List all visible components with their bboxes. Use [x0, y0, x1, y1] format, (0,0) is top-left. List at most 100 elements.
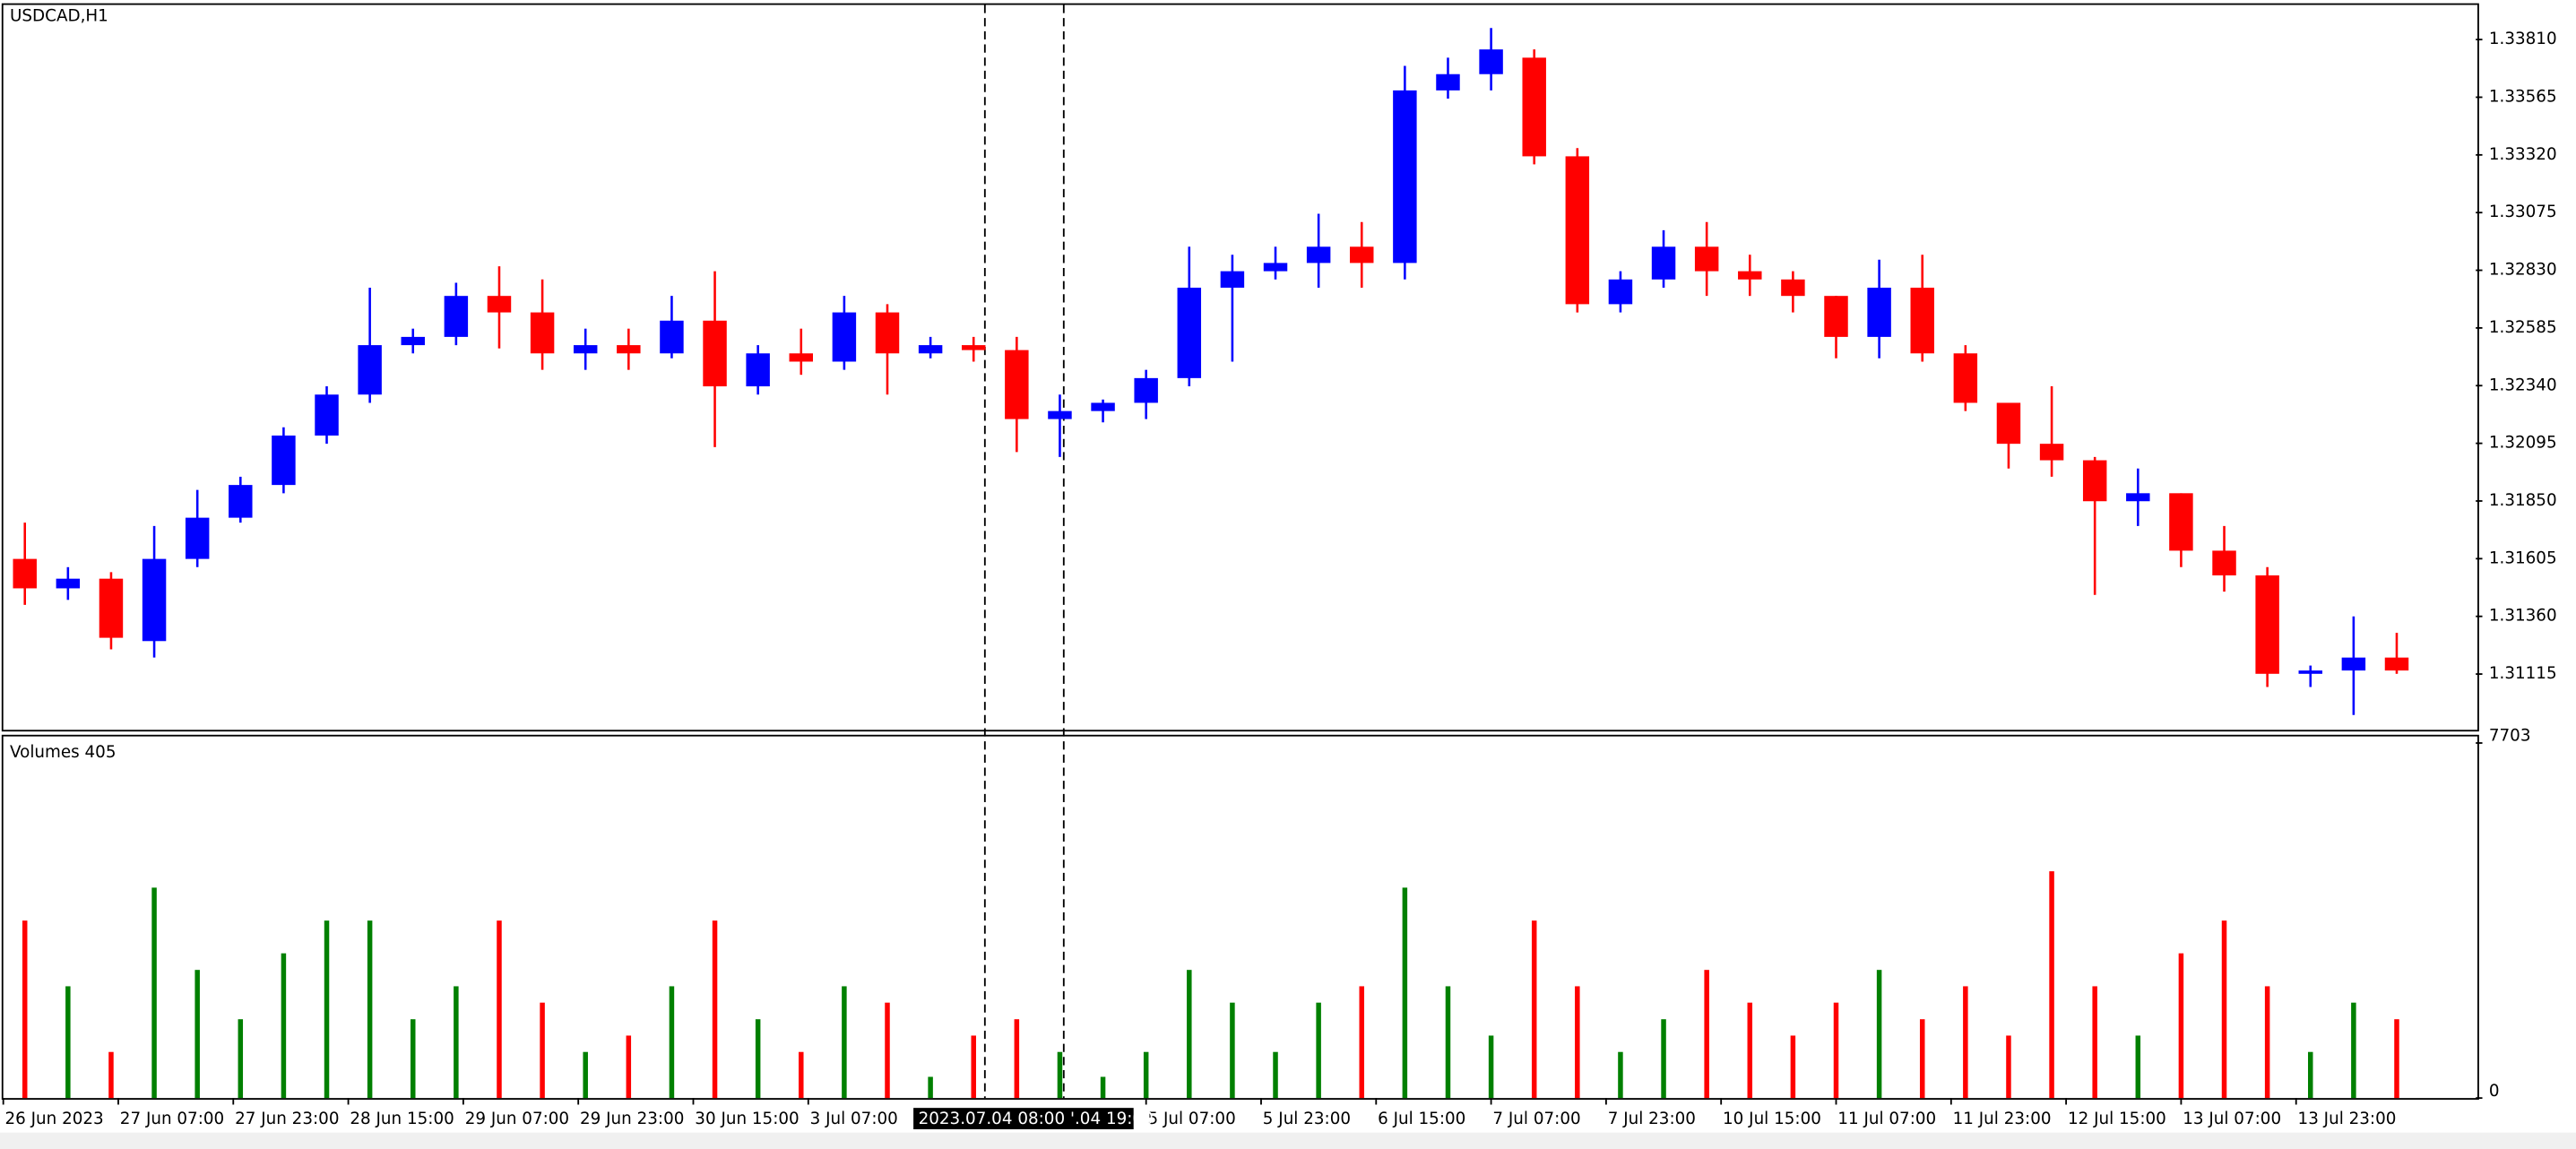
candle-body	[1565, 156, 1590, 305]
y-tick-label: 1.33075	[2489, 203, 2557, 221]
volume-bar	[1359, 986, 1365, 1099]
candle-body	[185, 517, 210, 559]
candle-body	[617, 345, 641, 354]
candle-body	[746, 353, 770, 387]
y2-tick-label: 7703	[2489, 727, 2531, 746]
volume-bar	[2092, 986, 2097, 1099]
volume-bar	[238, 1019, 244, 1099]
candle-body	[272, 435, 296, 486]
candle-body	[487, 296, 512, 313]
volume-bar	[410, 1019, 416, 1099]
volume-bar	[2264, 986, 2270, 1099]
candle-body	[1694, 246, 1719, 272]
candle-body	[315, 394, 339, 436]
volume-bar	[2351, 1002, 2356, 1099]
x-tick-label: 30 Jun 15:00	[695, 1110, 799, 1128]
candle-body	[703, 320, 727, 387]
candle-body	[56, 578, 81, 589]
candle-body	[1436, 73, 1460, 91]
scroll-strip[interactable]	[0, 1132, 2576, 1149]
x-tick-label: 27 Jun 07:00	[120, 1110, 224, 1128]
volume-bar	[755, 1019, 761, 1099]
candle-body	[1522, 57, 1546, 157]
volume-bar	[1230, 1002, 1235, 1099]
x-tick-label: 27 Jun 23:00	[235, 1110, 339, 1128]
candle-body	[1738, 271, 1762, 280]
candle-body	[1824, 296, 1848, 337]
y-tick-label: 1.33320	[2489, 145, 2557, 164]
y-tick-label: 1.32830	[2489, 261, 2557, 280]
x-tick-label: 12 Jul 15:00	[2068, 1110, 2166, 1128]
candle-body	[2039, 444, 2064, 461]
volume-bar	[885, 1002, 890, 1099]
x-tick-label: 29 Jun 23:00	[580, 1110, 684, 1128]
y-tick-label: 1.33810	[2489, 30, 2557, 48]
y-tick-label: 1.33565	[2489, 87, 2557, 106]
candle-body	[832, 312, 857, 362]
candle-body	[358, 345, 382, 395]
candle-body	[2082, 460, 2107, 502]
x-tick-label: 28 Jun 15:00	[350, 1110, 454, 1128]
y-tick-label: 1.31605	[2489, 549, 2557, 567]
volume-bar	[712, 920, 718, 1099]
candle-body	[1393, 90, 1417, 263]
candle-body	[1048, 410, 1072, 419]
x-tick-label: 13 Jul 07:00	[2183, 1110, 2281, 1128]
x-tick-label: 29 Jun 07:00	[465, 1110, 569, 1128]
y-tick-label: 1.32095	[2489, 434, 2557, 453]
cursor-label: 2023.07.04 08:00 '.04 19:00	[919, 1110, 1154, 1128]
x-tick-label: 13 Jul 23:00	[2298, 1110, 2397, 1128]
volume-bar	[1057, 1051, 1063, 1099]
x-tick-label: 26 Jun 2023	[4, 1110, 103, 1128]
x-tick-label: 3 Jul 07:00	[810, 1110, 898, 1128]
candle-body	[229, 485, 253, 518]
candle-body	[1263, 263, 1288, 272]
candle-body	[660, 320, 684, 354]
x-tick-label: 11 Jul 23:00	[1953, 1110, 2052, 1128]
volume-panel	[1, 734, 2479, 1100]
volume-bar	[324, 920, 330, 1099]
volume-bar	[367, 920, 373, 1099]
candle-body	[2126, 493, 2150, 502]
candle-body	[1177, 287, 1202, 378]
x-tick-label: 7 Jul 23:00	[1608, 1110, 1696, 1128]
volume-bar	[1833, 1002, 1839, 1099]
x-tick-label: 10 Jul 15:00	[1723, 1110, 1821, 1128]
candle-body	[2298, 670, 2322, 674]
x-tick-label: 7 Jul 07:00	[1492, 1110, 1580, 1128]
volume-bar	[540, 1002, 545, 1099]
candle-body	[1910, 287, 1934, 354]
candle-body	[2212, 550, 2236, 575]
volume-bar	[928, 1076, 933, 1099]
volume-bar	[1273, 1051, 1278, 1099]
x-tick-label: 5 Jul 07:00	[1148, 1110, 1236, 1128]
y2-tick-label: 0	[2489, 1082, 2500, 1101]
y-tick-label: 1.31850	[2489, 491, 2557, 510]
x-tick-label: 11 Jul 07:00	[1837, 1110, 1936, 1128]
candle-body	[1479, 49, 1503, 74]
y-tick-label: 1.32585	[2489, 318, 2557, 337]
candle-body	[1350, 246, 1374, 263]
candle-body	[1091, 402, 1115, 411]
volume-bar	[2135, 1035, 2141, 1099]
cursor-label-box	[913, 1108, 1134, 1129]
y-tick-label: 1.31115	[2489, 664, 2557, 683]
candle-body	[1953, 353, 1978, 403]
candle-body	[2255, 574, 2279, 674]
volume-bar	[194, 970, 200, 1099]
candle-body	[789, 353, 814, 362]
marks: 1.33810 1.33565 1.33320 1.33075 1.32830 1.325…	[2, 28, 2557, 1128]
candle-body	[918, 345, 943, 354]
volume-bar	[497, 920, 502, 1099]
x-tick-label: 5 Jul 23:00	[1263, 1110, 1351, 1128]
candle-body	[1781, 279, 1805, 297]
candle-body	[99, 578, 124, 638]
volume-bar	[626, 1035, 632, 1099]
volume-bar	[842, 986, 847, 1099]
candle-body	[1134, 377, 1158, 403]
volume-bar	[65, 986, 71, 1099]
volume-bar	[454, 986, 459, 1099]
volume-bar	[1531, 920, 1537, 1099]
